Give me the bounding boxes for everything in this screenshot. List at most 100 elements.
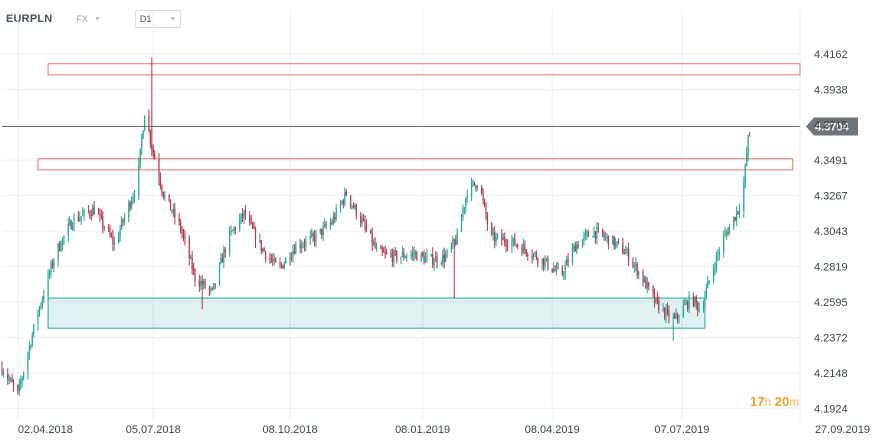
candle-body	[571, 249, 574, 263]
candle-up	[633, 262, 635, 273]
candle-down	[249, 211, 251, 227]
candle-body	[563, 274, 565, 276]
candle-up	[73, 213, 75, 232]
candle-body	[184, 236, 186, 239]
candle-body	[712, 268, 715, 281]
market-label[interactable]: FX	[76, 14, 88, 24]
candle-up	[33, 323, 35, 338]
candle-body	[31, 334, 33, 347]
candle-body	[554, 269, 556, 271]
candle-up	[23, 371, 25, 381]
current-price-badge	[806, 117, 858, 136]
candle-body	[118, 236, 120, 243]
candle-down	[70, 219, 72, 230]
candle-body	[406, 256, 408, 258]
candle-body	[744, 164, 746, 184]
candle-down	[627, 242, 630, 267]
candle-down	[110, 232, 113, 239]
candle-body	[262, 248, 264, 251]
candle-up	[375, 242, 378, 252]
candle-body	[345, 191, 347, 196]
candle-body	[615, 242, 617, 247]
y-tick-label: 4.3491	[814, 155, 848, 167]
candle-up	[583, 231, 585, 246]
candle-down	[574, 241, 576, 252]
candle-up	[446, 248, 448, 258]
candle-body	[662, 307, 664, 311]
candle-up	[138, 156, 140, 201]
candle-body	[532, 253, 535, 258]
candle-body	[704, 297, 706, 307]
candle-up	[285, 257, 287, 264]
candle-down	[182, 228, 185, 242]
candle-up	[18, 378, 20, 396]
candle-down	[443, 247, 445, 269]
candle-body	[233, 227, 235, 231]
candle-body	[10, 378, 12, 380]
candle-body	[37, 314, 39, 325]
candle-down	[272, 253, 274, 267]
candle-body	[61, 238, 64, 248]
candle-body	[301, 246, 303, 248]
candle-down	[371, 227, 373, 251]
candle-up	[132, 192, 134, 205]
candle-body	[349, 195, 352, 206]
market-dropdown-icon[interactable]: ▼	[93, 15, 101, 23]
current-price-line: 4.3704	[2, 117, 858, 136]
candle-up	[20, 375, 22, 391]
candle-body	[73, 216, 75, 227]
candle-up	[400, 256, 402, 265]
candle-body	[483, 199, 486, 206]
candle-body	[698, 309, 700, 311]
candle-body	[218, 263, 221, 285]
candle-body	[707, 281, 709, 289]
x-axis: 02.04.2018 05.07.2018 08.10.2018 08.01.2019…	[18, 424, 870, 436]
candle-down	[168, 194, 170, 203]
candle-up	[472, 179, 474, 188]
candle-body	[59, 243, 61, 251]
candle-body	[593, 231, 595, 237]
candle-down	[551, 268, 553, 273]
candle-down	[224, 246, 226, 258]
candle-body	[688, 295, 690, 309]
candle-up	[635, 256, 637, 272]
candle-down	[622, 237, 624, 255]
candle-body	[622, 242, 624, 254]
candle-body	[460, 217, 463, 233]
candle-body	[57, 243, 59, 261]
candle-down	[263, 246, 265, 252]
candle-up	[71, 222, 74, 231]
candle-body	[486, 215, 489, 225]
candle-body	[373, 242, 375, 245]
candle-up	[119, 224, 121, 242]
candle-body	[432, 254, 434, 265]
candle-body	[47, 273, 49, 296]
candle-down	[201, 274, 203, 310]
candle-up	[434, 250, 437, 262]
candle-body	[53, 260, 55, 267]
candle-up	[728, 223, 731, 235]
candle-body	[128, 202, 130, 217]
candle-body	[653, 294, 656, 303]
candle-body	[243, 210, 245, 218]
price-zones	[37, 63, 801, 329]
candle-down	[674, 312, 676, 320]
candle-down	[148, 109, 150, 133]
candle-down	[587, 229, 589, 237]
candle-up	[223, 245, 225, 268]
candle-body	[67, 224, 69, 237]
candle-down	[481, 184, 483, 196]
y-tick-label: 4.1924	[814, 403, 848, 415]
candle-down	[491, 221, 493, 237]
candle-body	[33, 324, 35, 335]
candle-up	[492, 227, 494, 241]
candle-body	[112, 236, 114, 244]
candle-body	[633, 265, 635, 267]
candle-body	[100, 214, 102, 217]
candle-body	[577, 244, 579, 248]
candle-body	[329, 222, 332, 227]
candle-body	[748, 135, 751, 137]
candle-body	[442, 254, 444, 263]
timeframe-select[interactable]: D1 ▼	[134, 10, 182, 28]
